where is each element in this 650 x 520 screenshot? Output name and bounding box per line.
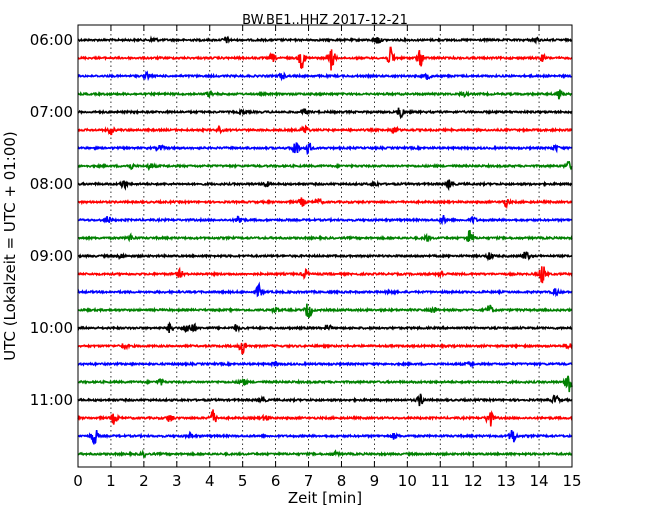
x-tick-label-14: 14 — [530, 472, 549, 490]
trace-11:00 — [77, 393, 573, 407]
y-tick-label-07:00: 07:00 — [30, 103, 73, 121]
trace-06:45 — [77, 89, 573, 100]
trace-11:15 — [77, 409, 573, 427]
x-tick-label-10: 10 — [398, 472, 417, 490]
trace-07:00 — [77, 107, 573, 120]
trace-10:30 — [77, 360, 573, 369]
x-axis-ticks: 0 1 2 3 4 5 6 7 8 9 10 11 12 13 14 15 — [73, 25, 582, 490]
x-tick-label-13: 13 — [497, 472, 516, 490]
x-tick-label-7: 7 — [304, 472, 314, 490]
chart-title: BW.BE1..HHZ 2017-12-21 — [242, 13, 408, 28]
y-tick-label-08:00: 08:00 — [30, 175, 73, 193]
trace-09:45 — [77, 303, 573, 318]
grid — [110, 25, 540, 467]
y-tick-label-10:00: 10:00 — [30, 319, 73, 337]
trace-09:00 — [77, 251, 573, 262]
trace-11:30 — [77, 429, 573, 446]
x-tick-label-5: 5 — [238, 472, 248, 490]
y-axis-label: UTC (Lokalzeit = UTC + 01:00) — [1, 131, 19, 361]
trace-08:30 — [77, 214, 573, 226]
y-axis-ticks: 06:00 07:00 08:00 09:00 10:00 11:00 — [30, 31, 572, 409]
y-tick-label-11:00: 11:00 — [30, 391, 73, 409]
x-tick-label-6: 6 — [271, 472, 281, 490]
x-tick-label-3: 3 — [172, 472, 182, 490]
traces — [77, 35, 573, 459]
plot-frame — [77, 24, 573, 468]
x-tick-label-0: 0 — [73, 472, 83, 490]
x-tick-label-1: 1 — [106, 472, 116, 490]
trace-06:30 — [77, 70, 573, 82]
trace-10:15 — [77, 342, 573, 355]
trace-08:00 — [77, 179, 573, 192]
x-tick-label-11: 11 — [431, 472, 450, 490]
x-tick-label-9: 9 — [370, 472, 380, 490]
trace-07:30 — [77, 142, 573, 156]
trace-08:15 — [77, 197, 573, 210]
x-tick-label-12: 12 — [464, 472, 483, 490]
x-tick-label-15: 15 — [562, 472, 581, 490]
trace-11:45 — [77, 449, 573, 459]
trace-07:45 — [77, 160, 573, 172]
trace-09:15 — [77, 266, 573, 284]
trace-08:45 — [77, 229, 573, 243]
trace-06:15 — [77, 46, 573, 71]
x-axis-label: Zeit [min] — [288, 489, 362, 507]
y-tick-label-06:00: 06:00 — [30, 31, 73, 49]
trace-07:15 — [77, 124, 573, 136]
x-tick-label-8: 8 — [337, 472, 347, 490]
x-tick-label-2: 2 — [139, 472, 149, 490]
trace-06:00 — [77, 35, 573, 45]
trace-10:45 — [77, 375, 573, 393]
x-tick-label-4: 4 — [205, 472, 215, 490]
y-tick-label-09:00: 09:00 — [30, 247, 73, 265]
trace-10:00 — [77, 321, 573, 334]
trace-09:30 — [77, 281, 573, 298]
